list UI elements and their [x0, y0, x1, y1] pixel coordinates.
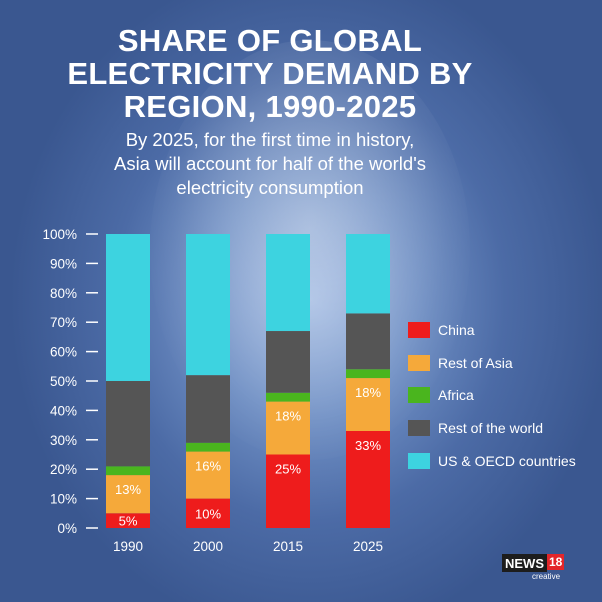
data-label: 10% [195, 506, 221, 521]
x-tick-label: 2015 [273, 539, 303, 554]
bar-segment-rest-of-asia [346, 378, 390, 431]
legend-swatch [408, 322, 430, 339]
legend-item: China [408, 314, 576, 347]
bar-segment-china [106, 513, 150, 528]
legend-item: US & OECD countries [408, 444, 576, 477]
bar-segment-china [266, 454, 310, 528]
bar-segment-us-oecd-countries [266, 234, 310, 332]
bar-segment-africa [186, 442, 230, 452]
y-tick-label: 70% [50, 315, 77, 330]
y-tick-label: 0% [57, 521, 77, 536]
y-tick-label: 30% [50, 433, 77, 448]
data-label: 33% [355, 438, 381, 453]
y-tick-label: 80% [50, 286, 77, 301]
data-label: 18% [275, 409, 301, 424]
legend-item: Africa [408, 379, 576, 412]
legend-swatch [408, 420, 430, 437]
data-label: 13% [115, 482, 141, 497]
bar-segment-rest-of-asia [266, 401, 310, 455]
bar-segment-us-oecd-countries [106, 234, 150, 381]
y-tick-label: 90% [50, 256, 77, 271]
bar-segment-china [186, 498, 230, 528]
legend-label: Rest of Asia [438, 354, 513, 371]
bar-segment-rest-of-the-world [106, 381, 150, 467]
bar-segment-africa [106, 466, 150, 476]
y-tick-label: 50% [50, 374, 77, 389]
x-tick-label: 2000 [193, 539, 223, 554]
data-label: 16% [195, 459, 221, 474]
title-line: SHARE OF GLOBAL [117, 23, 423, 58]
bar-segment-rest-of-asia [186, 451, 230, 499]
title-line: REGION, 1990-2025 [123, 89, 417, 124]
x-tick-label: 1990 [113, 539, 143, 554]
legend-label: China [438, 322, 475, 339]
bar-segment-africa [346, 369, 390, 379]
legend-item: Rest of the world [408, 412, 576, 445]
legend-label: US & OECD countries [438, 452, 576, 469]
chart-subtitle: By 2025, for the first time in history, … [0, 128, 540, 200]
y-tick-label: 20% [50, 462, 77, 477]
title-line: ELECTRICITY DEMAND BY [67, 56, 473, 91]
bar-segment-rest-of-the-world [186, 375, 230, 443]
chart-title: SHARE OF GLOBAL ELECTRICITY DEMAND BY RE… [0, 24, 540, 123]
y-tick-label: 100% [42, 227, 77, 242]
legend-swatch [408, 354, 430, 371]
subtitle-line: electricity consumption [176, 177, 364, 198]
y-tick-label: 10% [50, 492, 77, 507]
bar-segment-us-oecd-countries [186, 234, 230, 376]
data-label: 5% [119, 514, 138, 529]
bar-segment-us-oecd-countries [346, 234, 390, 314]
bar-segment-rest-of-asia [106, 475, 150, 514]
legend-label: Rest of the world [438, 420, 544, 437]
news18-logo: NEWS 18 creative [502, 554, 565, 581]
bar-segment-rest-of-the-world [266, 331, 310, 393]
bar-segment-china [346, 430, 390, 528]
subtitle-line: Asia will account for half of the world'… [113, 153, 426, 174]
data-label: 18% [355, 385, 381, 400]
chart-legend: China Rest of Asia Africa Rest of the wo… [408, 314, 576, 477]
legend-swatch [408, 452, 430, 469]
logo-word: NEWS [502, 554, 547, 572]
y-tick-label: 60% [50, 345, 77, 360]
y-tick-label: 40% [50, 403, 77, 418]
data-label: 25% [275, 462, 301, 477]
legend-swatch [408, 387, 430, 404]
legend-item: Rest of Asia [408, 347, 576, 380]
legend-label: Africa [438, 387, 474, 404]
logo-number: 18 [547, 554, 565, 570]
subtitle-line: By 2025, for the first time in history, [125, 129, 415, 150]
bar-segment-rest-of-the-world [346, 313, 390, 370]
bar-segment-africa [266, 392, 310, 402]
x-tick-label: 2025 [353, 539, 383, 554]
logo-subtext: creative [532, 572, 561, 581]
